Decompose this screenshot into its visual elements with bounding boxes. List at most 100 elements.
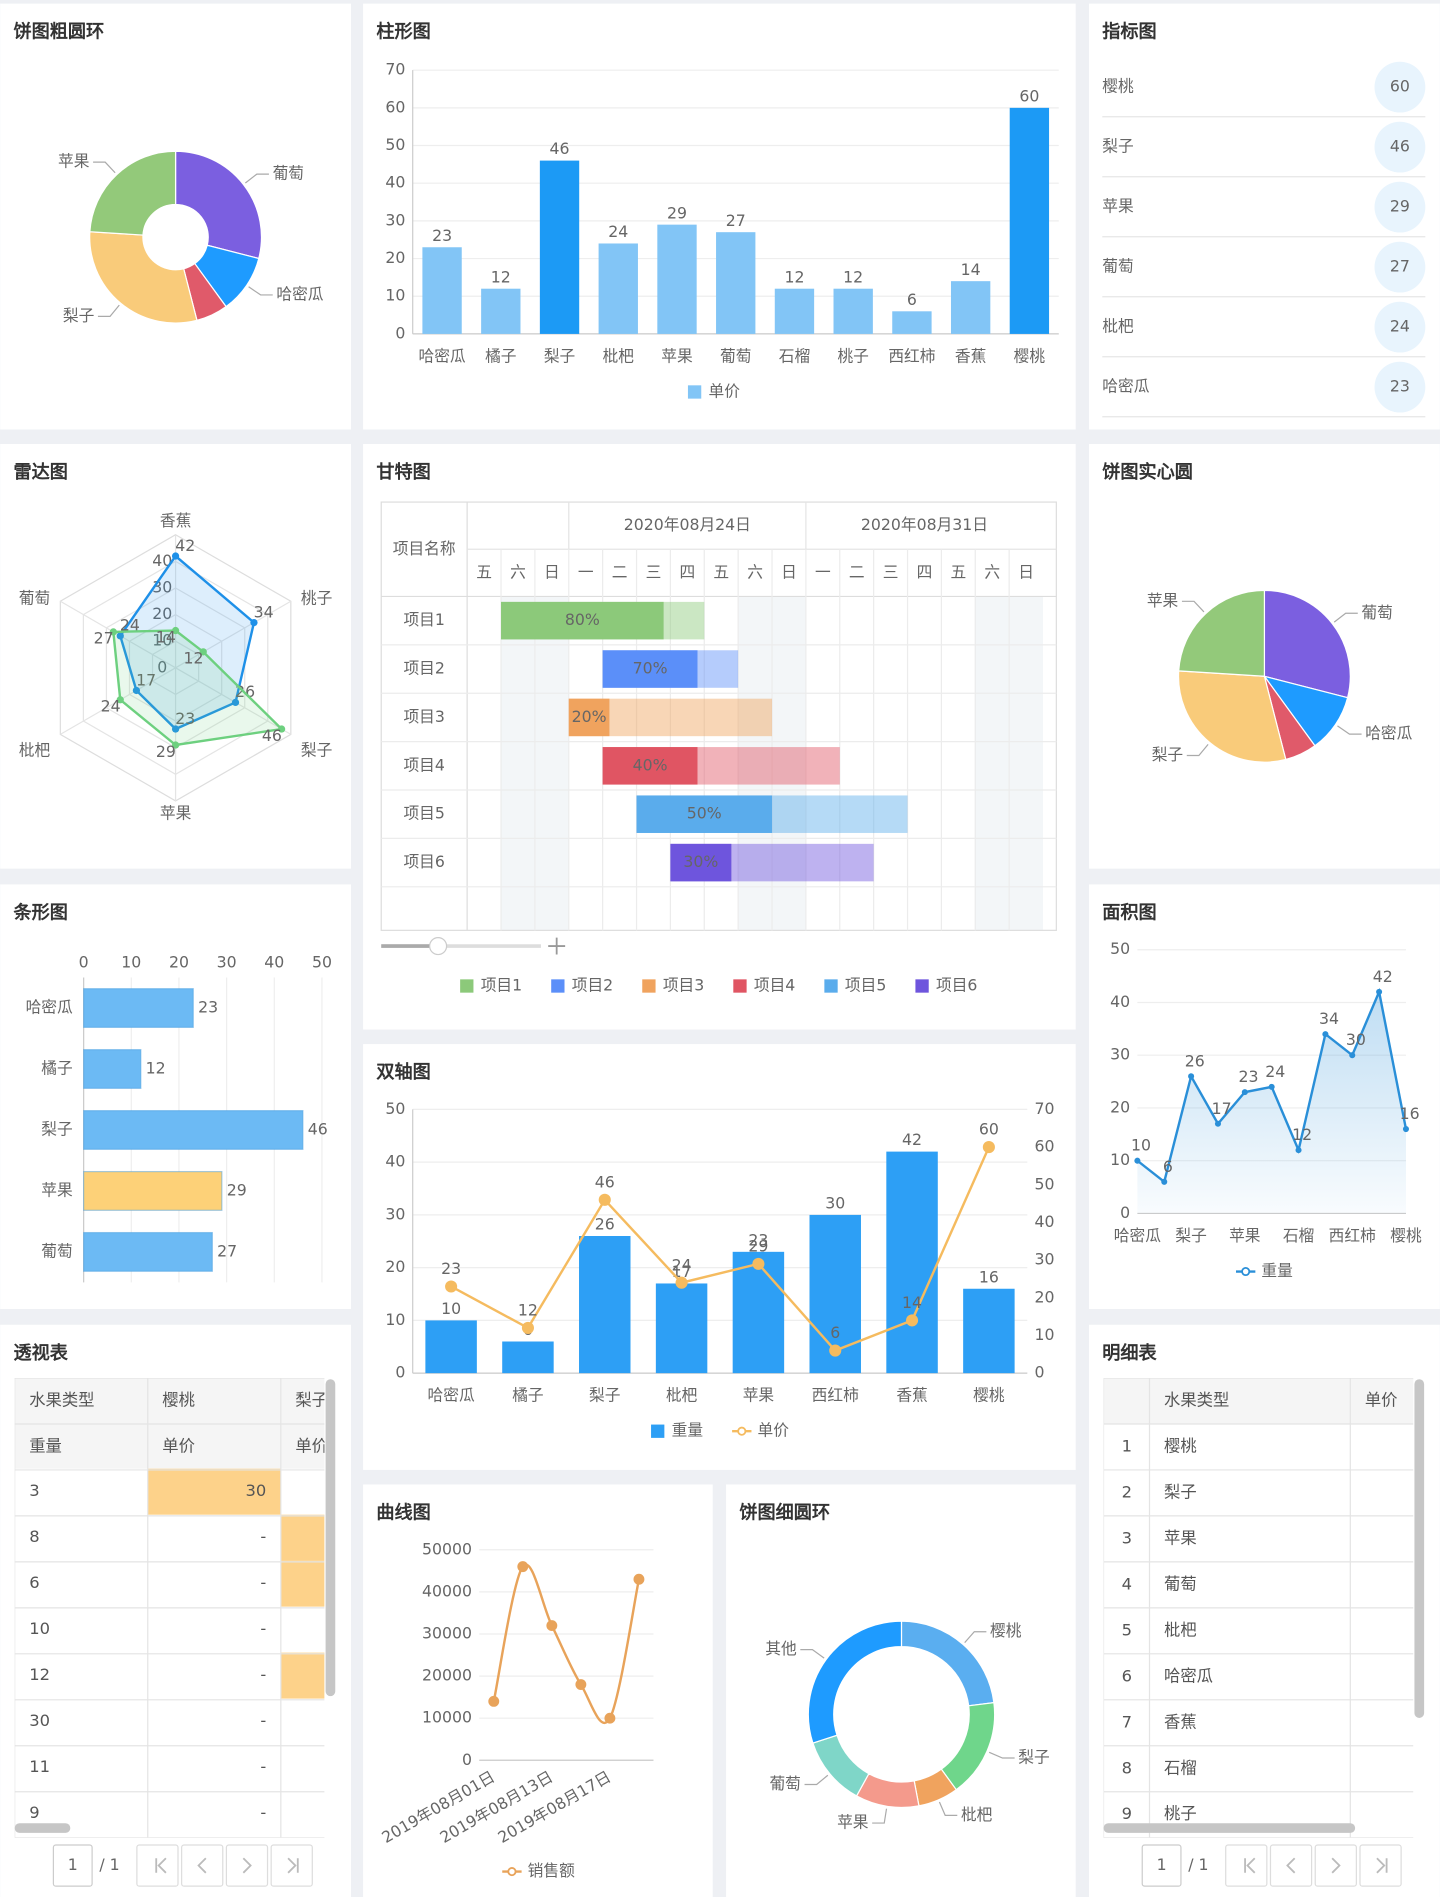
cell: 30 [29, 1711, 50, 1730]
panel [363, 444, 1076, 1030]
data-label: 60 [979, 1120, 999, 1139]
data-label: 26 [1185, 1051, 1205, 1070]
y-tick-label: 50 [1110, 939, 1130, 958]
data-label: 10 [1131, 1136, 1151, 1155]
point [1322, 1031, 1329, 1038]
x-tick-label: 石榴 [1283, 1226, 1314, 1245]
slice-label: 枇杷 [961, 1805, 993, 1824]
pager-button[interactable] [1359, 1844, 1402, 1887]
header-cell: 水果类型 [1164, 1390, 1229, 1409]
y-tick-label: 苹果 [41, 1180, 73, 1199]
legend-label: 项目5 [845, 976, 886, 995]
page-input[interactable] [1141, 1844, 1182, 1887]
legend-symbol [737, 1426, 747, 1436]
x-tick-label: 10 [121, 953, 141, 972]
axis-label: 苹果 [160, 804, 192, 823]
day-label: 四 [679, 562, 695, 581]
data-label: 10 [441, 1299, 461, 1318]
x-tick-label: 梨子 [1175, 1226, 1206, 1245]
data-label: 34 [1319, 1009, 1339, 1028]
data-label: 27 [217, 1241, 237, 1260]
indicator-name: 苹果 [1102, 197, 1134, 216]
data-label: 24 [101, 697, 121, 716]
pager-button-box [1269, 1844, 1313, 1887]
leader-line [938, 1801, 958, 1816]
point [1349, 1052, 1356, 1059]
panel-title: 双轴图 [376, 1061, 430, 1083]
x-tick-label: 苹果 [661, 346, 693, 365]
x-tick-label: 枇杷 [603, 346, 635, 365]
day-label: 日 [544, 562, 560, 581]
slice [89, 150, 177, 236]
bar [83, 1049, 142, 1089]
indicator-name: 樱桃 [1102, 77, 1134, 96]
x-tick-label: 桃子 [837, 346, 868, 365]
point [109, 628, 117, 636]
task-progress [501, 601, 664, 640]
day-label: 三 [883, 562, 899, 581]
data-label: 46 [550, 139, 570, 158]
x-tick-label: 樱桃 [1014, 346, 1046, 365]
y-tick-label: 40 [385, 173, 405, 192]
panel-title: 柱形图 [376, 21, 430, 43]
radar-spoke [175, 600, 292, 669]
progress-label: 70% [633, 659, 668, 678]
data-label: 6 [830, 1323, 840, 1342]
pager-button[interactable] [1314, 1844, 1357, 1887]
data-label: 42 [902, 1130, 922, 1149]
pager-icon [1286, 1857, 1296, 1874]
progress-label: 20% [572, 707, 607, 726]
bar [886, 1151, 938, 1374]
cell: 8 [29, 1527, 39, 1546]
bar [83, 1231, 213, 1272]
legend: 销售额 [502, 1861, 575, 1880]
pager-button[interactable] [1225, 1844, 1268, 1887]
slice-label: 葡萄 [769, 1774, 800, 1793]
axis-label: 梨子 [301, 740, 332, 759]
pager-button[interactable] [136, 1844, 179, 1887]
legend-label: 项目1 [481, 976, 522, 995]
header-cell: 单价 [295, 1436, 328, 1455]
week-label: 2020年08月24日 [624, 515, 751, 534]
indicator-value: 60 [1390, 77, 1410, 96]
indicator-name: 枇杷 [1102, 317, 1134, 336]
gantt-frame [380, 501, 1057, 931]
leader-line [800, 1649, 825, 1659]
x-tick-label: 西红柿 [1329, 1226, 1376, 1245]
y-tick-label: 70 [1035, 1099, 1055, 1118]
x-tick-label: 梨子 [544, 346, 575, 365]
slice-label: 哈密瓜 [1365, 724, 1412, 743]
bar [892, 311, 932, 334]
leader-line [248, 286, 273, 296]
panel-title: 条形图 [12, 901, 67, 923]
legend-symbol [642, 979, 656, 993]
page-input[interactable] [52, 1844, 93, 1887]
data-label: 14 [902, 1293, 922, 1312]
slice [807, 1620, 903, 1744]
pager-button[interactable] [225, 1844, 269, 1887]
data-label: 24 [1265, 1062, 1285, 1081]
cell: - [260, 1803, 266, 1822]
y-tick-label: 40 [1110, 992, 1130, 1011]
pager-button[interactable] [270, 1844, 313, 1887]
slice-label: 梨子 [1018, 1748, 1049, 1767]
leader-line [1337, 725, 1362, 735]
axis-label: 枇杷 [19, 740, 51, 759]
cell: 6 [1122, 1666, 1132, 1685]
pager-button[interactable] [1269, 1844, 1313, 1887]
y-tick-label: 20 [385, 248, 405, 267]
zoom-in[interactable] [548, 937, 566, 955]
data-label: 29 [156, 742, 176, 761]
data-label: 24 [672, 1255, 692, 1274]
point [277, 725, 286, 733]
y-tick-label: 20 [1110, 1097, 1130, 1116]
slider-handle[interactable] [429, 937, 448, 956]
pager-button[interactable] [181, 1844, 224, 1887]
y-tick-label: 0 [462, 1750, 472, 1769]
data-label: 14 [961, 260, 981, 279]
data-label: 27 [726, 211, 746, 230]
pager-icon [1376, 1857, 1388, 1874]
leader-line [244, 173, 269, 184]
data-label: 27 [94, 629, 114, 648]
cell: 3 [29, 1481, 39, 1500]
